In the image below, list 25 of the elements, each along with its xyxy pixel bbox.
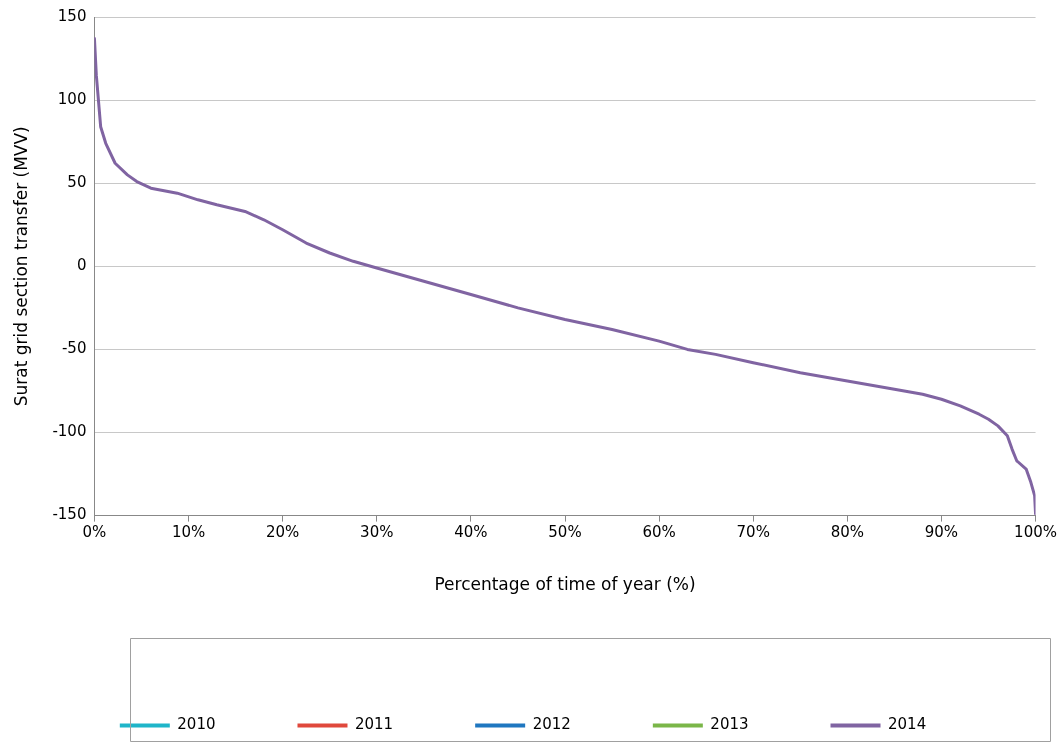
x-tick-label: 90% [924, 523, 959, 542]
x-tick-label: 10% [171, 523, 206, 542]
legend-label: 2011 [354, 715, 394, 734]
legend-label: 2014 [888, 715, 927, 734]
x-tick-label: 40% [454, 523, 488, 542]
x-tick-label: 20% [265, 523, 300, 542]
y-axis-title: Surat grid section transfer (MVV) [10, 126, 31, 407]
x-tick-label: 0% [82, 523, 107, 542]
y-tick-label: -150 [52, 505, 87, 524]
y-tick-label: -100 [52, 422, 87, 441]
x-tick-label: 60% [642, 523, 676, 542]
x-tick-label: 80% [830, 523, 865, 542]
x-tick-label: 70% [736, 523, 770, 542]
y-tick-label: -50 [61, 339, 87, 358]
y-tick-label: 100 [57, 89, 87, 108]
x-tick-label: 30% [360, 523, 394, 542]
legend-label: 2010 [177, 715, 216, 734]
legend-label: 2012 [532, 715, 571, 734]
legend-label: 2013 [710, 715, 749, 734]
y-tick-label: 0 [76, 256, 87, 275]
x-tick-label: 50% [548, 523, 582, 542]
x-tick-label: 100% [1014, 523, 1057, 542]
y-tick-label: 50 [67, 173, 87, 192]
x-axis-title: Percentage of time of year (%) [434, 574, 696, 595]
y-tick-label: 150 [57, 6, 87, 25]
